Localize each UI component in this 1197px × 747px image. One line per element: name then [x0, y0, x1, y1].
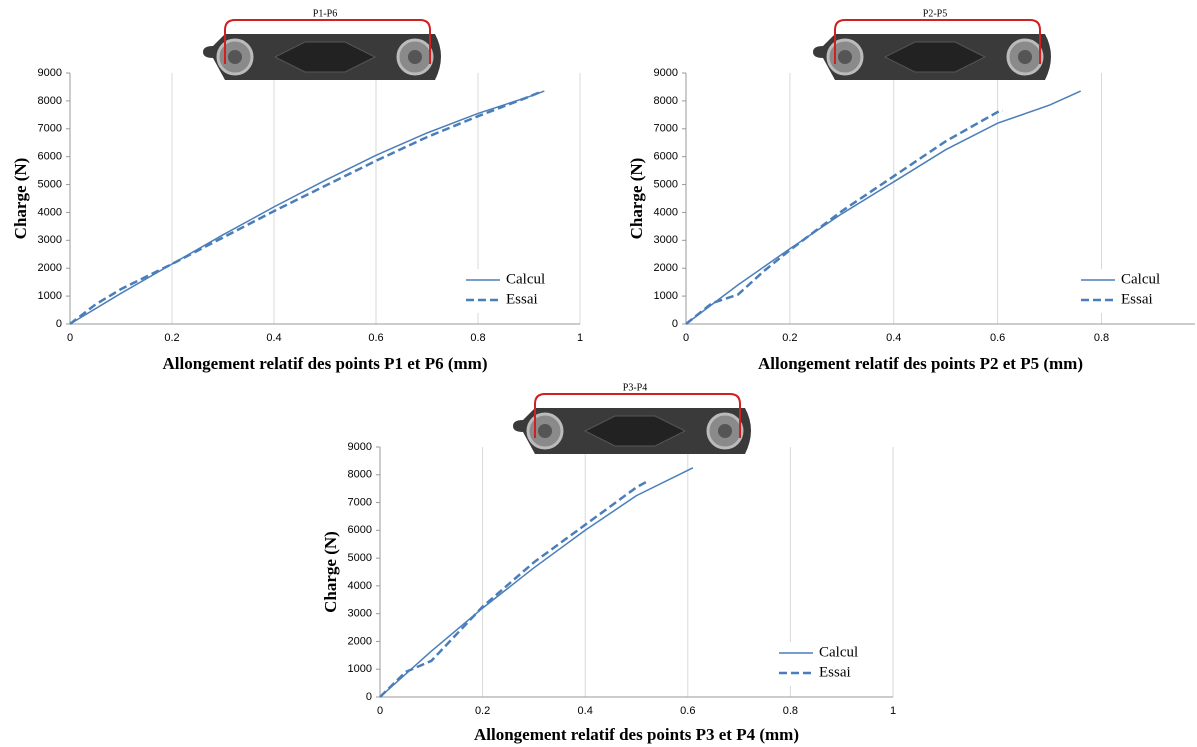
x-tick-label: 1	[890, 705, 896, 717]
y-tick-label: 5000	[38, 178, 62, 190]
legend-label: Essai	[1121, 291, 1153, 307]
y-tick-label: 3000	[348, 608, 372, 620]
x-tick-label: 0.4	[578, 705, 593, 717]
y-axis-title: Charge (N)	[321, 531, 340, 613]
part-rib	[883, 41, 987, 73]
x-tick-label: 0	[377, 705, 383, 717]
y-axis-title: Charge (N)	[627, 158, 646, 240]
x-tick-label: 0.4	[266, 332, 281, 344]
x-tick-label: 0.8	[470, 332, 485, 344]
y-tick-label: 7000	[348, 496, 372, 508]
x-axis-title: Allongement relatif des points P3 et P4 …	[474, 725, 799, 744]
part-hole-inner	[538, 424, 552, 438]
line-series	[379, 467, 694, 698]
legend-label: Essai	[506, 291, 538, 307]
x-tick-label: 0.6	[368, 332, 383, 344]
x-axis-title: Allongement relatif des points P1 et P6 …	[163, 354, 488, 373]
x-axis-title: Allongement relatif des points P2 et P5 …	[758, 354, 1083, 373]
legend-label: Calcul	[1121, 271, 1160, 287]
x-tick-label: 0.2	[164, 332, 179, 344]
part-rib	[273, 41, 377, 73]
y-tick-label: 1000	[348, 663, 372, 675]
y-tick-label: 4000	[38, 206, 62, 218]
x-tick-label: 0.2	[782, 332, 797, 344]
y-tick-label: 2000	[654, 262, 678, 274]
annotation: P3-P4	[623, 382, 647, 393]
y-tick-label: 7000	[38, 123, 62, 135]
y-tick-label: 7000	[654, 123, 678, 135]
part-hole-inner	[1018, 50, 1032, 64]
y-tick-label: 1000	[654, 290, 678, 302]
annotation: P2-P5	[923, 8, 947, 19]
y-tick-label: 8000	[348, 469, 372, 481]
y-tick-label: 2000	[38, 262, 62, 274]
part-hole-inner	[718, 424, 732, 438]
y-tick-label: 2000	[348, 635, 372, 647]
y-tick-label: 8000	[654, 95, 678, 107]
y-tick-label: 8000	[38, 95, 62, 107]
y-tick-label: 6000	[654, 151, 678, 163]
y-tick-label: 5000	[654, 178, 678, 190]
part-photo	[203, 19, 441, 80]
y-tick-label: 1000	[38, 290, 62, 302]
part-hole-inner	[408, 50, 422, 64]
y-tick-label: 9000	[654, 67, 678, 79]
legend-label: Calcul	[819, 644, 858, 660]
x-tick-label: 0	[67, 332, 73, 344]
part-hole-inner	[228, 50, 242, 64]
line-series	[69, 90, 545, 325]
y-tick-label: 0	[366, 691, 372, 703]
y-tick-label: 6000	[38, 151, 62, 163]
line-series	[685, 90, 1082, 325]
bracket	[834, 19, 1041, 64]
y-tick-label: 4000	[348, 580, 372, 592]
y-tick-label: 4000	[654, 206, 678, 218]
x-tick-label: 1	[577, 332, 583, 344]
bracket	[534, 393, 741, 438]
legend-label: Essai	[819, 664, 851, 680]
part-photo	[813, 19, 1051, 80]
line-series	[379, 480, 648, 698]
x-tick-label: 0.8	[1094, 332, 1109, 344]
part-hole-inner	[838, 50, 852, 64]
x-tick-label: 0.4	[886, 332, 901, 344]
annotation: P1-P6	[313, 8, 337, 19]
legend-box	[775, 642, 875, 686]
y-tick-label: 0	[56, 318, 62, 330]
x-tick-label: 0.6	[680, 705, 695, 717]
y-tick-label: 3000	[654, 234, 678, 246]
y-tick-label: 6000	[348, 524, 372, 536]
x-tick-label: 0	[683, 332, 689, 344]
bracket	[224, 19, 431, 64]
y-tick-label: 0	[672, 318, 678, 330]
legend-label: Calcul	[506, 271, 545, 287]
y-tick-label: 9000	[38, 67, 62, 79]
y-axis-title: Charge (N)	[11, 158, 30, 240]
part-rib	[583, 415, 687, 447]
y-tick-label: 9000	[348, 441, 372, 453]
legend-box	[1077, 269, 1177, 313]
legend-box	[462, 269, 562, 313]
x-tick-label: 0.8	[783, 705, 798, 717]
y-tick-label: 3000	[38, 234, 62, 246]
y-tick-label: 5000	[348, 552, 372, 564]
x-tick-label: 0.2	[475, 705, 490, 717]
part-photo	[513, 393, 751, 454]
x-tick-label: 0.6	[990, 332, 1005, 344]
line-series	[685, 109, 1004, 325]
